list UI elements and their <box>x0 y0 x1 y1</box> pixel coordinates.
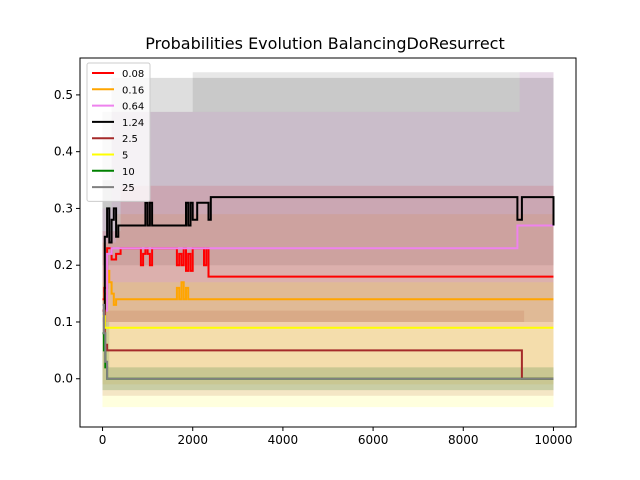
x-tick-label-1: 2000 <box>177 433 208 447</box>
y-axis: 0.0 0.1 0.2 0.3 0.4 0.5 <box>54 88 80 386</box>
band-series-2 <box>102 72 554 351</box>
band-series-6 <box>102 322 554 391</box>
x-tick-label-0: 0 <box>99 433 107 447</box>
legend-label-4: 2.5 <box>122 134 138 145</box>
y-tick-label-3: 0.3 <box>54 201 73 215</box>
chart-title: Probabilities Evolution BalancingDoResur… <box>145 34 504 53</box>
y-tick-label-4: 0.4 <box>54 145 73 159</box>
legend-label-6: 10 <box>122 167 135 178</box>
legend-label-2: 0.64 <box>122 102 144 113</box>
x-axis: 0 2000 4000 6000 8000 10000 <box>99 427 573 447</box>
legend-label-5: 5 <box>122 151 128 162</box>
legend-label-1: 0.16 <box>122 85 144 96</box>
series-line-3 <box>102 196 555 312</box>
x-tick-label-5: 10000 <box>534 433 572 447</box>
series-line-2 <box>102 224 554 312</box>
x-tick-label-3: 6000 <box>358 433 389 447</box>
series-line-7 <box>102 303 554 380</box>
legend: 0.08 0.16 0.64 1.24 2.5 5 10 25 <box>86 62 151 202</box>
legend-box <box>86 62 151 202</box>
band-series-4 <box>102 310 554 396</box>
y-tick-label-0: 0.0 <box>54 372 73 386</box>
confidence-bands <box>102 72 554 408</box>
plot-frame <box>79 57 577 428</box>
legend-label-3: 1.24 <box>122 118 144 129</box>
band-series-3 <box>102 77 554 351</box>
y-tick-label-2: 0.2 <box>54 258 73 272</box>
series-lines <box>102 196 555 380</box>
legend-label-0: 0.08 <box>122 69 144 80</box>
legend-label-7: 25 <box>122 183 135 194</box>
x-tick-label-4: 8000 <box>448 433 479 447</box>
band-series-7 <box>102 299 554 391</box>
band-series-5 <box>102 282 554 408</box>
band-lightgray <box>102 72 554 266</box>
y-tick-label-1: 0.1 <box>54 315 73 329</box>
y-tick-label-5: 0.5 <box>54 88 73 102</box>
x-tick-label-2: 4000 <box>268 433 299 447</box>
